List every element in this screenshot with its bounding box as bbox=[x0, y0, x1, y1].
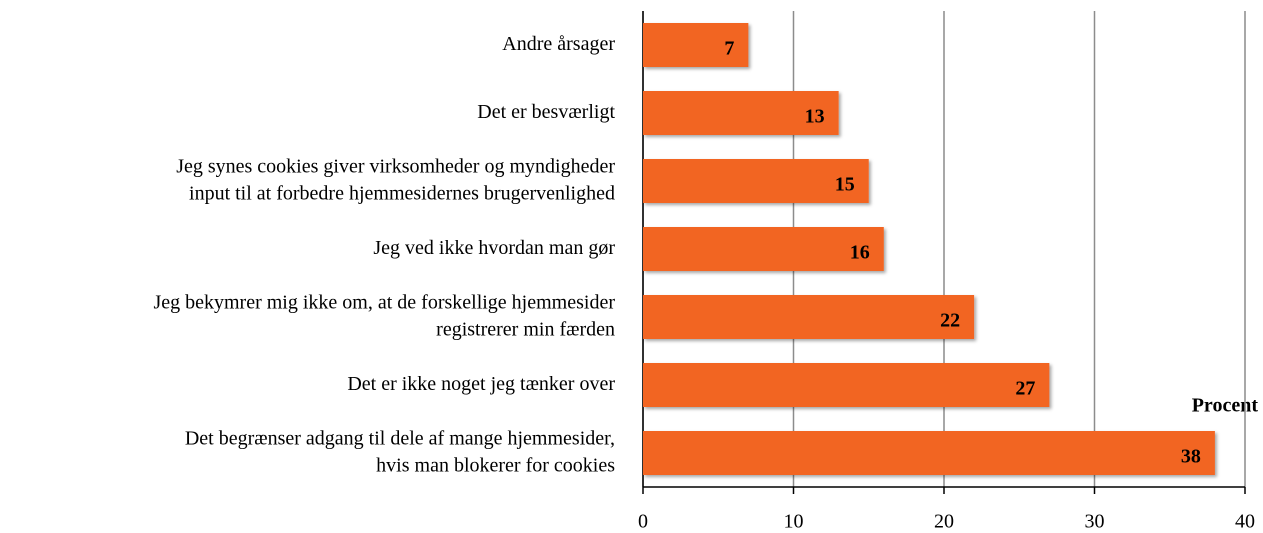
bar bbox=[643, 295, 975, 339]
x-tick-label: 0 bbox=[638, 511, 648, 533]
value-label: 38 bbox=[1181, 446, 1201, 468]
x-tick-label: 10 bbox=[784, 511, 804, 533]
category-label: Andre årsager bbox=[502, 33, 615, 55]
bar bbox=[643, 23, 749, 67]
category-label-line: Det er besværligt bbox=[477, 101, 615, 123]
category-label-line: input til at forbedre hjemmesidernes bru… bbox=[189, 182, 615, 204]
value-label: 27 bbox=[1015, 378, 1035, 400]
category-label-line: Det begrænser adgang til dele af mange h… bbox=[185, 427, 615, 449]
category-label-line: Jeg ved ikke hvordan man gør bbox=[373, 237, 615, 259]
value-label: 16 bbox=[850, 242, 870, 264]
category-label-line: Andre årsager bbox=[502, 33, 615, 55]
category-label-line: Jeg bekymrer mig ikke om, at de forskell… bbox=[153, 291, 615, 313]
bar bbox=[643, 431, 1215, 475]
x-tick-label: 20 bbox=[934, 511, 954, 533]
value-label: 13 bbox=[805, 106, 825, 128]
category-label-line: registrerer min færden bbox=[436, 318, 615, 340]
category-label-line: hvis man blokerer for cookies bbox=[376, 454, 615, 476]
bar bbox=[643, 227, 884, 271]
category-label-line: Det er ikke noget jeg tænker over bbox=[347, 373, 615, 395]
x-tick-label: 40 bbox=[1235, 511, 1255, 533]
category-label: Jeg ved ikke hvordan man gør bbox=[373, 237, 615, 259]
category-label: Det begrænser adgang til dele af mange h… bbox=[185, 427, 615, 476]
category-label: Jeg synes cookies giver virksomheder og … bbox=[176, 155, 615, 204]
x-tick-label: 30 bbox=[1085, 511, 1105, 533]
bar bbox=[643, 91, 839, 135]
value-label: 15 bbox=[835, 174, 855, 196]
bar bbox=[643, 363, 1050, 407]
category-label: Det er ikke noget jeg tænker over bbox=[347, 373, 615, 395]
x-axis-label: Procent bbox=[1192, 395, 1259, 417]
category-label-line: Jeg synes cookies giver virksomheder og … bbox=[176, 155, 615, 177]
category-label: Jeg bekymrer mig ikke om, at de forskell… bbox=[153, 291, 615, 340]
value-label: 22 bbox=[940, 310, 960, 332]
bar bbox=[643, 159, 869, 203]
value-label: 7 bbox=[724, 38, 734, 60]
category-label: Det er besværligt bbox=[477, 101, 615, 123]
